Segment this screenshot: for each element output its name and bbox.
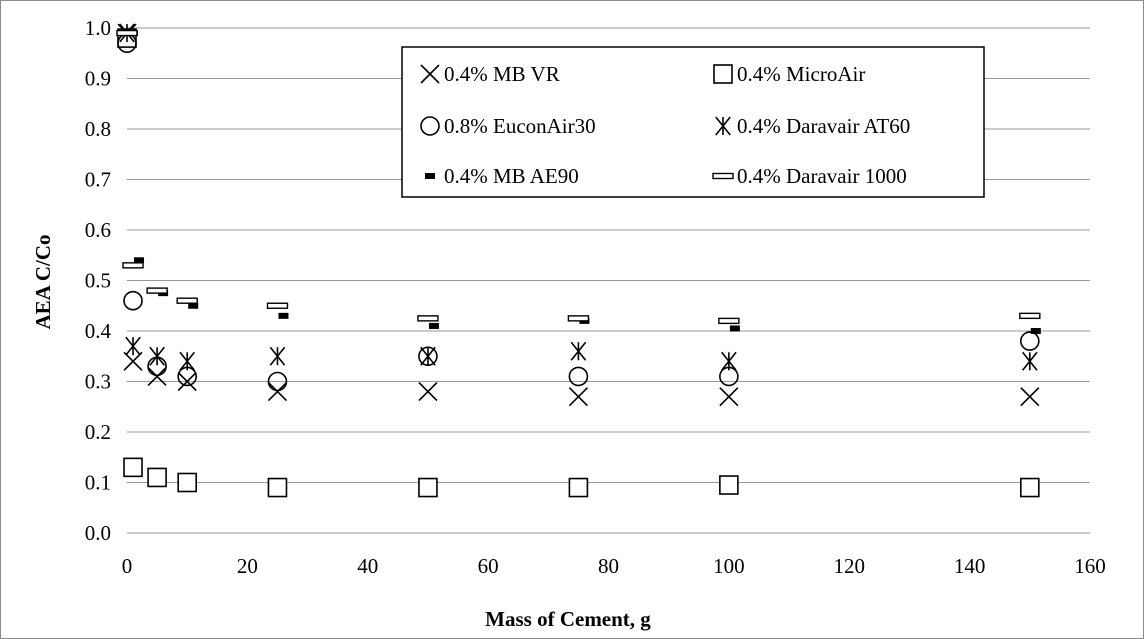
data-point: [149, 346, 165, 366]
data-point: [1020, 477, 1040, 498]
legend-marker: [420, 116, 440, 136]
legend-label: 0.4% Daravair AT60: [737, 114, 910, 138]
x-tick-label: 80: [598, 554, 619, 578]
legend-entry-0-4-microair: 0.4% MicroAir: [713, 62, 865, 86]
legend: 0.4% MB VR 0.4% MicroAir 0.8% EuconAir30 0.…: [401, 46, 985, 198]
legend-marker: [712, 172, 734, 180]
data-point: [123, 457, 143, 478]
data-point: [1020, 387, 1040, 407]
data-point: [267, 477, 288, 498]
x-tick-label: 120: [834, 554, 866, 578]
data-point: [1030, 328, 1041, 334]
legend-label: 0.4% MicroAir: [737, 62, 865, 86]
legend-label: 0.4% MB AE90: [444, 164, 579, 188]
data-point: [267, 371, 288, 392]
data-point: [278, 312, 289, 319]
legend-entry-0-4-mb-ae90: 0.4% MB AE90: [425, 164, 579, 188]
data-point: [1021, 351, 1038, 371]
y-tick-label: 0.5: [85, 269, 111, 293]
data-point: [134, 257, 145, 264]
legend-marker: [425, 173, 435, 179]
x-tick-label: 60: [478, 554, 499, 578]
y-tick-labels: 0.0 0.1 0.2 0.3 0.4 0.5 0.6 0.7 0.8 0.9 1.0: [85, 16, 112, 545]
y-axis-title: AEA C/Co: [31, 234, 55, 329]
data-point: [718, 317, 740, 325]
data-point: [729, 325, 740, 332]
data-point: [179, 351, 196, 371]
data-point: [568, 387, 588, 407]
x-axis-title: Mass of Cement, g: [485, 607, 651, 631]
legend-entry-0-8-euconair30: 0.8% EuconAir30: [420, 114, 596, 138]
data-point: [266, 302, 289, 309]
data-point: [721, 351, 737, 371]
data-point: [116, 29, 138, 37]
x-tick-label: 100: [713, 554, 745, 578]
y-tick-label: 0.2: [85, 420, 111, 444]
legend-label: 0.4% MB VR: [444, 62, 560, 86]
legend-marker: [715, 116, 731, 136]
data-point: [420, 346, 436, 366]
data-point: [719, 387, 739, 407]
legend-label: 0.8% EuconAir30: [444, 114, 596, 138]
series-0-4-daravair-1000: [116, 29, 1041, 325]
legend-box: [401, 46, 985, 198]
data-point: [146, 287, 168, 294]
x-tick-label: 20: [237, 554, 258, 578]
y-tick-label: 0.8: [85, 117, 111, 141]
data-point: [188, 302, 199, 309]
data-point: [147, 366, 167, 387]
legend-entry-0-4-daravair-1000: 0.4% Daravair 1000: [712, 164, 907, 188]
data-point: [1020, 331, 1040, 351]
data-point: [567, 315, 590, 322]
data-points: [116, 23, 1041, 498]
x-tick-labels: 0 20 40 60 80 100 120 140 160: [122, 554, 1106, 578]
x-tick-label: 140: [954, 554, 986, 578]
series-0-4-daravair-at60: [119, 23, 1038, 371]
x-tick-label: 40: [357, 554, 378, 578]
data-point: [123, 290, 143, 311]
y-tick-label: 0.1: [85, 471, 111, 495]
data-point: [417, 315, 439, 322]
y-tick-label: 0.7: [85, 168, 111, 192]
data-point: [125, 336, 141, 356]
y-tick-label: 0.4: [85, 319, 112, 343]
data-point: [123, 351, 143, 371]
legend-entry-0-4-mb-vr: 0.4% MB VR: [420, 62, 560, 86]
y-tick-label: 0.6: [85, 218, 111, 242]
data-point: [147, 467, 167, 488]
data-point: [177, 371, 197, 392]
y-tick-label: 0.0: [85, 521, 111, 545]
legend-marker: [420, 64, 440, 84]
data-point: [176, 297, 198, 304]
legend-label: 0.4% Daravair 1000: [737, 164, 907, 188]
data-point: [1019, 312, 1041, 320]
data-point: [269, 346, 286, 366]
data-point: [418, 477, 438, 498]
y-tick-label: 0.3: [85, 370, 111, 394]
data-point: [418, 382, 438, 402]
x-tick-label: 0: [122, 554, 133, 578]
data-point: [568, 477, 589, 498]
data-point: [177, 472, 197, 493]
legend-marker: [713, 64, 733, 84]
y-tick-label: 0.9: [85, 67, 111, 91]
data-point: [719, 475, 739, 495]
series-0-4-microair: [117, 28, 1040, 498]
data-point: [267, 382, 288, 402]
data-point: [122, 262, 144, 269]
data-point: [570, 341, 587, 361]
legend-entry-0-4-daravair-at60: 0.4% Daravair AT60: [715, 114, 910, 138]
data-point: [568, 366, 589, 387]
data-point: [428, 322, 439, 329]
y-tick-label: 1.0: [85, 16, 111, 40]
x-tick-label: 160: [1074, 554, 1106, 578]
